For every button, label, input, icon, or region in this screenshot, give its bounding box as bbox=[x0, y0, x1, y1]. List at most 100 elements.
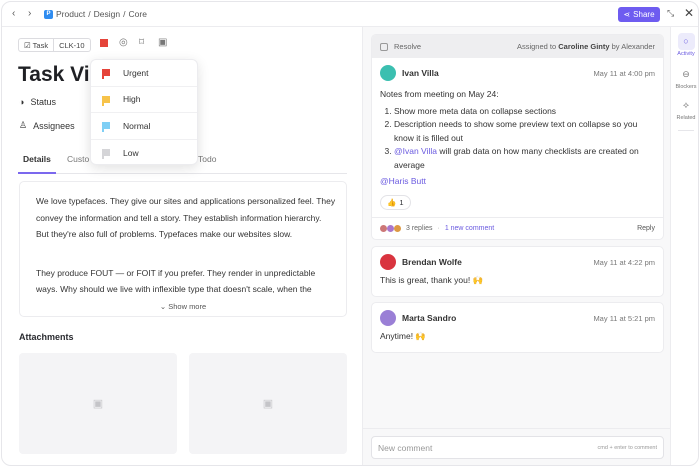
task-title[interactable]: Task Vie bbox=[18, 63, 102, 86]
sidebar-item-activity[interactable]: ○ Activity bbox=[671, 33, 698, 57]
priority-dropdown: Urgent High Normal Low bbox=[90, 59, 198, 165]
user-icon: ♙ bbox=[19, 120, 28, 130]
list-item: @Ivan Villa will grab data on how many c… bbox=[394, 145, 655, 172]
activity-panel: Resolve Assigned to Caroline Ginty by Al… bbox=[362, 27, 671, 465]
assignee-name[interactable]: Caroline Ginty bbox=[558, 42, 610, 51]
avatar[interactable] bbox=[380, 65, 396, 81]
task-id: CLK-10 bbox=[53, 39, 89, 51]
task-type-chip[interactable]: ☑ Task CLK-10 bbox=[18, 38, 91, 52]
resolve-checkbox[interactable]: Resolve bbox=[380, 42, 421, 51]
list-item: Description needs to show some preview t… bbox=[394, 118, 655, 145]
new-comment-link[interactable]: 1 new comment bbox=[444, 225, 495, 232]
task-type-label: Task bbox=[32, 41, 49, 50]
flag-icon bbox=[102, 149, 110, 160]
watch-icon[interactable]: ◎ bbox=[119, 37, 128, 48]
breadcrumb-product[interactable]: Product bbox=[56, 9, 86, 19]
breadcrumb-core[interactable]: Core bbox=[128, 9, 147, 19]
divider bbox=[363, 428, 671, 429]
list-item: Show more meta data on collapse sections bbox=[394, 105, 655, 119]
sidebar-label: Related bbox=[676, 115, 696, 121]
flag-icon bbox=[102, 69, 110, 80]
show-more-button[interactable]: ⌄ Show more bbox=[159, 302, 207, 311]
priority-label: Urgent bbox=[123, 67, 149, 78]
flag-icon bbox=[102, 95, 110, 106]
blocker-icon: ⊖ bbox=[682, 69, 690, 79]
related-icon: ⟡ bbox=[683, 100, 689, 110]
tag-icon[interactable]: ⌑ bbox=[139, 37, 145, 48]
priority-label: Low bbox=[123, 147, 139, 158]
comment-author[interactable]: Marta Sandro bbox=[402, 313, 457, 323]
share-label: Share bbox=[633, 10, 655, 19]
tab-details[interactable]: Details bbox=[23, 154, 51, 164]
close-icon[interactable]: ✕ bbox=[684, 6, 695, 20]
image-icon: ▣ bbox=[92, 398, 104, 410]
image-icon[interactable]: ▣ bbox=[158, 37, 168, 48]
mention-link[interactable]: @Ivan Villa bbox=[394, 146, 437, 156]
reaction-button[interactable]: 👍 1 bbox=[380, 194, 411, 210]
thumbs-up-icon: 👍 bbox=[387, 197, 397, 207]
priority-normal[interactable]: Normal bbox=[91, 113, 197, 140]
share-button[interactable]: ⋖ Share bbox=[618, 7, 660, 22]
tab-custom[interactable]: Custo bbox=[67, 154, 90, 164]
list-item-text: will grab data on how many checklists ar… bbox=[394, 146, 639, 170]
comment-thread: Resolve Assigned to Caroline Ginty by Al… bbox=[371, 34, 664, 240]
thread-footer: 3 replies · 1 new comment Reply bbox=[372, 217, 663, 239]
comment-author[interactable]: Brendan Wolfe bbox=[402, 257, 462, 267]
priority-flag-icon[interactable] bbox=[100, 39, 108, 47]
comment-intro: Notes from meeting on May 24: bbox=[380, 89, 499, 99]
avatar bbox=[380, 225, 387, 232]
breadcrumb: P Product / Design / Core bbox=[44, 9, 147, 19]
task-type: ☑ Task bbox=[24, 41, 49, 50]
description-paragraph: We love typefaces. They give our sites a… bbox=[36, 196, 336, 240]
assigned-prefix: Assigned to bbox=[516, 42, 557, 51]
comment-author[interactable]: Ivan Villa bbox=[402, 68, 439, 78]
assigned-by: by Alexander bbox=[611, 42, 655, 51]
new-comment-input[interactable]: New comment cmd + enter to comment bbox=[371, 436, 664, 459]
attachment-placeholder[interactable]: ▣ bbox=[189, 353, 347, 454]
sidebar-item-related[interactable]: ⟡ Related bbox=[671, 97, 698, 121]
back-button[interactable]: ‹ bbox=[12, 8, 16, 19]
status-label: Status bbox=[30, 97, 56, 107]
assignment-info: Assigned to Caroline Ginty by Alexander bbox=[517, 42, 655, 51]
priority-low[interactable]: Low bbox=[91, 140, 197, 167]
chat-icon: ○ bbox=[677, 33, 695, 50]
assignees-field[interactable]: ♙ Assignees bbox=[19, 120, 75, 131]
comment-time: May 11 at 4:22 pm bbox=[593, 257, 655, 267]
breadcrumb-design[interactable]: Design bbox=[93, 9, 121, 19]
checkbox-icon bbox=[380, 43, 388, 51]
attachments-heading: Attachments bbox=[19, 332, 74, 342]
replies-count[interactable]: 3 replies bbox=[406, 225, 433, 232]
reply-avatars bbox=[380, 225, 401, 232]
tab-todo[interactable]: Todo bbox=[198, 154, 217, 164]
priority-label: High bbox=[123, 94, 141, 105]
comment-body: This is great, thank you! 🙌 bbox=[380, 275, 484, 285]
avatar[interactable] bbox=[380, 310, 396, 326]
avatar[interactable] bbox=[380, 254, 396, 270]
description-paragraph: They produce FOUT — or FOIT if you prefe… bbox=[36, 268, 316, 278]
avatar bbox=[387, 225, 394, 232]
resolve-label: Resolve bbox=[394, 41, 422, 51]
priority-high[interactable]: High bbox=[91, 87, 197, 113]
sidebar-item-blockers[interactable]: ⊖ Blockers bbox=[671, 66, 698, 90]
mention-link[interactable]: @Haris Butt bbox=[380, 176, 426, 186]
priority-urgent[interactable]: Urgent bbox=[91, 60, 197, 87]
flag-icon bbox=[102, 122, 110, 133]
sidebar-label: Blockers bbox=[675, 84, 697, 90]
resolve-bar: Resolve Assigned to Caroline Ginty by Al… bbox=[372, 35, 663, 58]
breadcrumb-separator: / bbox=[123, 9, 126, 19]
comment-body: Notes from meeting on May 24: Show more … bbox=[372, 88, 663, 189]
description-paragraph-faded: ways. Why should we live with inflexible… bbox=[36, 284, 312, 294]
status-field[interactable]: ◑ Status bbox=[19, 97, 56, 107]
reply-button[interactable]: Reply bbox=[637, 225, 655, 232]
reaction-count: 1 bbox=[399, 197, 404, 207]
collapse-icon[interactable]: ⤡ bbox=[667, 8, 675, 18]
avatar bbox=[394, 225, 401, 232]
description-box[interactable]: We love typefaces. They give our sites a… bbox=[19, 181, 347, 317]
comment: Brendan Wolfe May 11 at 4:22 pm This is g… bbox=[371, 246, 664, 297]
space-logo-icon: P bbox=[44, 9, 53, 19]
attachment-placeholder[interactable]: ▣ bbox=[19, 353, 177, 454]
active-tab-indicator bbox=[18, 172, 56, 174]
top-bar: ‹ › P Product / Design / Core ⋖ Share ⤡ ✕ bbox=[2, 2, 698, 27]
forward-button[interactable]: › bbox=[28, 8, 32, 19]
